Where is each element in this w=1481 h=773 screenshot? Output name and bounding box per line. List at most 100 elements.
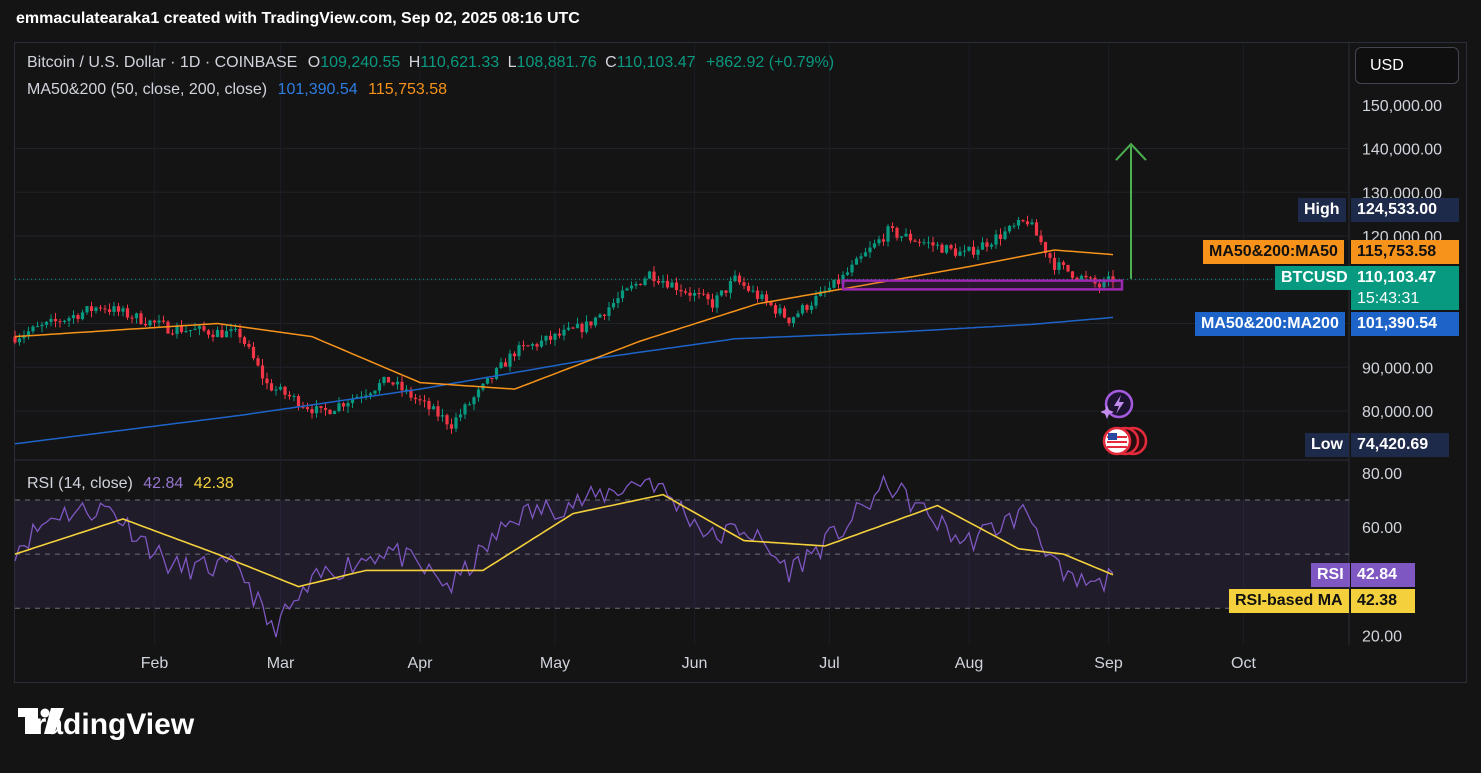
ma-legend-label: MA50&200 (50, close, 200, close) [27,81,268,98]
candle-body [17,338,22,343]
price-tick-label-partial: 150,000.00 [1362,98,1442,115]
candle-body [242,337,247,344]
candle-body [827,287,832,291]
candle-body [994,234,998,245]
candle-body [80,312,85,320]
candle-body [823,290,827,292]
candle-body [760,294,764,299]
candle-body [1043,242,1048,254]
candle-body [908,233,913,241]
candle-body [1079,275,1084,280]
tradingview-mark-icon [18,708,64,734]
candle-body [490,378,494,380]
candle-body [670,282,674,288]
candle-body [1088,277,1093,279]
high-tag-value: 124,533.00 [1351,198,1459,222]
low-label: L [507,54,517,71]
candle-body [373,390,377,394]
candle-body [134,313,139,319]
candle-body [184,330,188,333]
candle-body [391,382,395,385]
candle-body [445,415,449,425]
candle-body [112,306,116,312]
rsi-tick-label: 80.00 [1362,466,1402,483]
candle-body [94,307,98,311]
us-flag-events-icon[interactable] [1101,424,1151,458]
candle-body [715,295,719,308]
ma50-tag-label: MA50&200:MA50 [1203,240,1344,264]
candle-body [179,325,184,333]
candle-body [1061,262,1066,265]
candle-body [904,233,908,237]
candle-body [769,301,773,306]
candle-body [409,389,413,398]
candle-body [215,329,220,338]
rsi-legend-ma-value: 42.38 [193,475,234,492]
candle-body [746,285,751,291]
candle-body [1075,277,1079,280]
candle-body [1007,225,1012,232]
candle-body [755,290,760,299]
candle-body [688,292,692,296]
candle-body [742,282,746,286]
candle-body [535,344,539,347]
candle-body [152,320,157,323]
rsi-tick-label: 60.00 [1362,520,1402,537]
candle-body [1097,283,1102,288]
candle-body [485,378,490,384]
candle-body [652,271,656,282]
candle-body [377,383,382,391]
currency-button[interactable]: USD [1355,47,1459,84]
candle-body [517,345,521,357]
candle-body [692,293,697,296]
candle-body [1048,253,1052,258]
candle-body [737,275,742,283]
candle-body [575,323,580,329]
time-tick-label: May [540,655,570,672]
low-tag-value: 74,420.69 [1351,433,1449,457]
candle-body [944,245,949,253]
candle-body [512,353,517,357]
candle-body [562,329,566,336]
support-zone-box [841,279,1124,291]
candle-body [350,398,355,403]
candle-body [611,303,616,308]
rsi-legend-label: RSI (14, close) [27,475,133,492]
lightning-event-icon[interactable] [1101,388,1135,422]
candle-body [634,283,638,286]
candle-body [233,328,238,330]
candle-body [449,424,454,429]
candle-body [607,307,611,316]
candle-body [476,389,481,398]
candle-body [503,362,508,367]
candle-body [395,381,400,385]
candle-body [71,315,76,319]
candle-body [800,305,805,314]
candle-body [440,415,445,417]
candle-body [679,290,683,292]
candle-body [427,401,431,410]
candle-body [44,321,49,325]
candle-body [35,326,40,328]
candle-body [436,406,440,417]
candle-body [251,346,256,359]
high-label: H [408,54,421,71]
candle-body [962,250,967,252]
candle-body [850,264,854,273]
candle-body [341,403,346,407]
candle-body [1102,279,1106,288]
close-value: 110,103.47 [616,54,696,71]
candle-body [539,340,544,347]
candle-body [76,315,80,320]
candle-body [494,368,499,379]
candle-body [764,294,769,302]
high-value: 110,621.33 [420,54,500,71]
candle-body [616,298,620,304]
candle-body [1070,271,1075,278]
candle-body [1034,222,1039,236]
candle-body [310,409,314,414]
candle-body [782,308,787,318]
candle-body [161,320,166,322]
candle-body [548,335,553,340]
